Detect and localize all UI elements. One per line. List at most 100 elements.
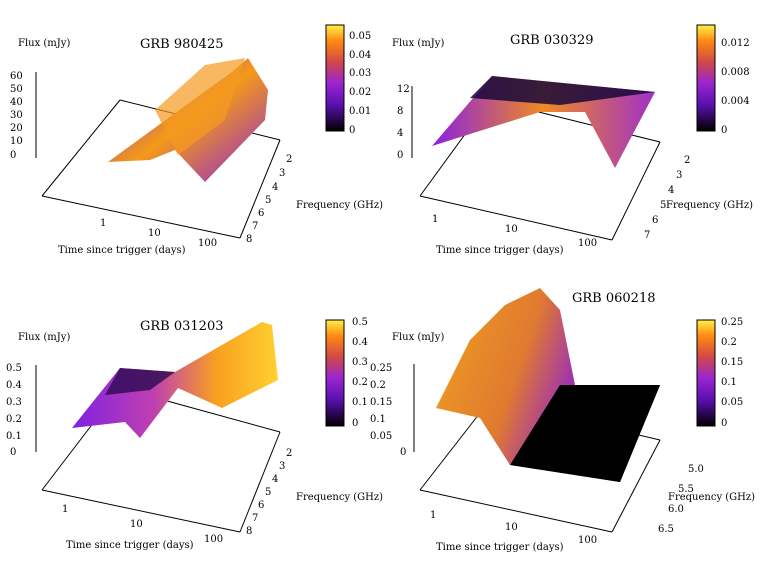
z-tick-label: 20 [10, 123, 23, 134]
y-tick-label: 5.5 [678, 484, 694, 495]
z-tick-label: 0 [10, 447, 16, 458]
x-axis-label: Time since trigger (days) [436, 542, 564, 553]
y-tick-label: 4 [272, 474, 278, 485]
z-tick-label: 30 [10, 110, 23, 121]
x-tick-label: 10 [130, 519, 143, 530]
y-tick-label: 7 [644, 230, 650, 241]
z-tick-label: 0.15 [370, 397, 392, 408]
colorbar-tick-label: 0.02 [349, 87, 371, 98]
x-tick-label: 1 [432, 214, 438, 225]
x-tick-label: 1 [62, 504, 68, 515]
colorbar-tick-label: 0.3 [352, 357, 368, 368]
x-axis-label: Time since trigger (days) [436, 245, 564, 256]
x-axis-label: Time since trigger (days) [58, 245, 186, 256]
colorbar-tick-label: 0.05 [349, 31, 371, 42]
colorbar: 0.012 0.008 0.004 0 [696, 24, 750, 136]
colorbar-tick-label: 0 [721, 418, 727, 429]
x-tick-label: 10 [505, 224, 518, 235]
surface-dark-region [470, 76, 655, 105]
z-axis-label: Flux (mJy) [18, 332, 70, 343]
colorbar-tick-label: 0.03 [349, 68, 371, 79]
colorbar-tick-label: 0.008 [721, 67, 750, 78]
y-tick-label: 6.5 [658, 524, 674, 535]
z-ticks: 60 50 40 30 20 10 0 [10, 71, 37, 161]
surface-dark-region [105, 368, 175, 395]
z-tick-label: 0 [397, 150, 403, 161]
panel-title: GRB 030329 [510, 33, 593, 48]
z-tick-label: 0.2 [370, 380, 386, 391]
y-tick-label: 6 [652, 215, 658, 226]
z-tick-label: 8 [397, 106, 403, 117]
z-tick-label: 0.4 [6, 380, 22, 391]
y-tick-label: 3 [279, 168, 285, 179]
colorbar-tick-label: 0.004 [721, 96, 750, 107]
colorbar-tick-label: 0.1 [352, 397, 368, 408]
z-tick-label: 40 [10, 97, 23, 108]
x-tick-label: 100 [578, 535, 597, 546]
z-tick-label: 10 [10, 136, 23, 147]
z-tick-label: 0.25 [370, 363, 392, 374]
x-tick-label: 1 [430, 510, 436, 521]
z-tick-label: 4 [397, 128, 403, 139]
colorbar-tick-label: 0.25 [721, 317, 743, 328]
panel-grb-980425: GRB 980425 Flux (mJy) 60 50 40 30 20 10 … [10, 24, 383, 256]
colorbar-tick-label: 0 [721, 125, 727, 136]
colorbar-tick-label: 0.5 [352, 317, 368, 328]
y-tick-label: 7 [252, 221, 258, 232]
colorbar-tick-label: 0 [352, 418, 358, 429]
y-tick-label: 4 [272, 182, 278, 193]
panel-grb-030329: GRB 030329 Flux (mJy) 12 8 4 0 1 10 100 … [392, 24, 753, 256]
x-tick-label: 100 [198, 238, 217, 249]
y-tick-label: 8 [246, 526, 252, 537]
colorbar-tick-label: 0.2 [721, 337, 737, 348]
y-axis-label: Frequency (GHz) [296, 200, 383, 211]
z-tick-label: 0.5 [6, 363, 22, 374]
y-tick-label: 3 [676, 170, 682, 181]
z-tick-label: 0.2 [6, 414, 22, 425]
z-tick-label: 0 [400, 447, 406, 458]
y-tick-label: 8 [246, 234, 252, 245]
y-axis-label: Frequency (GHz) [666, 200, 753, 211]
colorbar-tick-label: 0.05 [721, 397, 743, 408]
x-tick-label: 10 [505, 522, 518, 533]
y-tick-label: 6 [258, 208, 264, 219]
y-tick-label: 3 [279, 461, 285, 472]
x-tick-label: 10 [148, 228, 161, 239]
surface-peak [155, 58, 245, 155]
y-axis-label: Frequency (GHz) [668, 492, 755, 503]
x-tick-label: 100 [204, 534, 223, 545]
z-axis-label: Flux (mJy) [18, 38, 70, 49]
panel-grb-060218: GRB 060218 Flux (mJy) 0.25 0.2 0.15 0.1 … [370, 288, 755, 553]
y-tick-label: 7 [252, 513, 258, 524]
colorbar-tick-label: 0.2 [352, 377, 368, 388]
panel-title: GRB 980425 [140, 37, 223, 52]
y-tick-label: 2 [286, 154, 292, 165]
colorbar-tick-label: 0.04 [349, 50, 371, 61]
panel-title: GRB 060218 [572, 291, 655, 306]
colorbar: 0.25 0.2 0.15 0.1 0.05 0 [696, 317, 743, 429]
z-axis-label: Flux (mJy) [392, 38, 444, 49]
y-tick-label: 4 [668, 185, 674, 196]
x-tick-label: 1 [100, 218, 106, 229]
colorbar-tick-label: 0.4 [352, 337, 368, 348]
colorbar: 0.05 0.04 0.03 0.02 0.01 0 [325, 24, 371, 136]
z-tick-label: 0.1 [370, 414, 386, 425]
z-tick-label: 60 [10, 71, 23, 82]
y-tick-label: 6.0 [668, 504, 684, 515]
colorbar-tick-label: 0.01 [349, 106, 371, 117]
y-tick-label: 2 [684, 155, 690, 166]
colorbar-tick-label: 0 [349, 125, 355, 136]
x-axis-label: Time since trigger (days) [66, 540, 194, 551]
panel-grb-031203: GRB 031203 Flux (mJy) 0.5 0.4 0.3 0.2 0.… [6, 317, 383, 551]
surface-dark-region [510, 385, 660, 482]
panel-title: GRB 031203 [140, 319, 223, 334]
y-tick-label: 5 [265, 195, 271, 206]
y-axis-label: Frequency (GHz) [296, 492, 383, 503]
y-tick-label: 5 [660, 200, 666, 211]
z-tick-label: 0 [10, 150, 16, 161]
x-tick-label: 100 [578, 238, 597, 249]
surface [72, 322, 278, 438]
z-tick-label: 50 [10, 84, 23, 95]
z-tick-label: 12 [397, 84, 410, 95]
